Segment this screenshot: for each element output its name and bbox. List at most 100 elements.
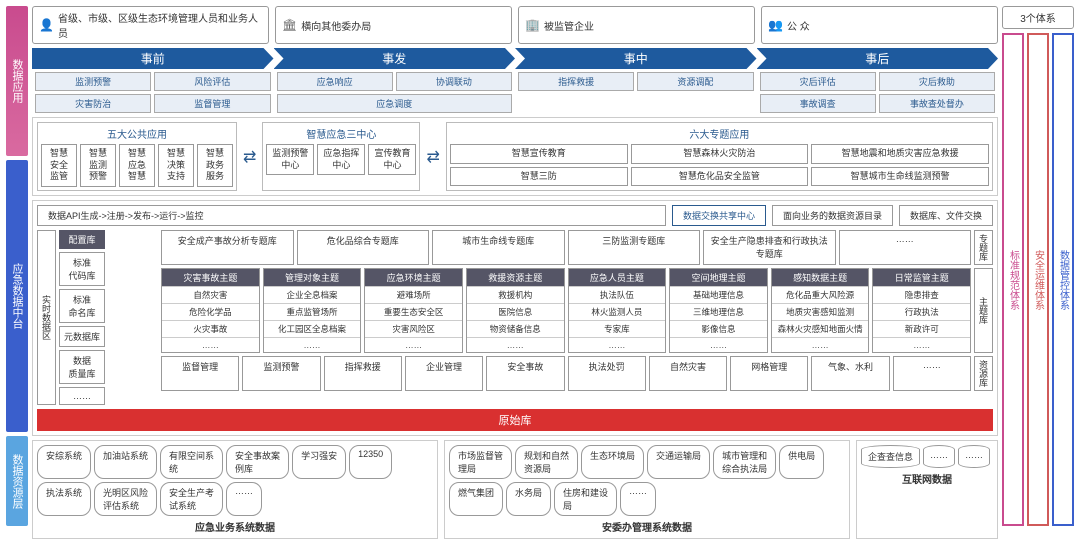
app-item: 应急指挥中心	[317, 144, 365, 175]
source-item: 生态环境局	[581, 445, 644, 479]
source-item: 燃气集团	[449, 482, 503, 516]
theme-item: 火灾事故	[162, 320, 259, 337]
phase-item: 灾害防治	[35, 94, 151, 113]
source-item: 安综系统	[37, 445, 91, 479]
user-icon: 👥	[768, 18, 783, 32]
theme-col: 空间地理主题基础地理信息三维地理信息影像信息……	[669, 268, 768, 353]
system-pillar: 标准规范体系	[1002, 33, 1024, 526]
theme-item: ……	[569, 337, 666, 352]
source-item: 有限空间系统	[160, 445, 223, 479]
source-item: 供电局	[779, 445, 824, 479]
theme-item: ……	[365, 337, 462, 352]
source-group: 企查查信息…………互联网数据	[856, 440, 998, 539]
source-item: 住房和建设局	[554, 482, 617, 516]
phase-item: 事故调查	[760, 94, 876, 113]
app-group-public: 五大公共应用智慧安全监管智慧监测预警智慧应急智慧智慧决策支持智慧政务服务	[37, 122, 237, 191]
app-item: 智慧三防	[450, 167, 628, 187]
theme-col: 感知数据主题危化品重大风险源地质灾害感知监测森林火灾感知地面火情……	[771, 268, 870, 353]
theme-col: 管理对象主题企业全息档案重点监管场所化工园区全息档案……	[263, 268, 362, 353]
theme-dbs: 灾害事故主题自然灾害危险化学品火灾事故……管理对象主题企业全息档案重点监管场所化…	[161, 268, 971, 353]
phase-item: 应急响应	[277, 72, 393, 91]
app-group-centers: 智慧应急三中心监测预警中心应急指挥中心宣传教育中心	[262, 122, 420, 191]
app-item: 智慧地震和地质灾害应急救援	[811, 144, 989, 164]
source-item: 学习强安	[292, 445, 346, 479]
system-pillar: 数据管控体系	[1052, 33, 1074, 526]
theme-col: 救援资源主题救援机构医院信息物资储备信息……	[466, 268, 565, 353]
raw-db-bar: 原始库	[37, 409, 993, 431]
applications-row: 五大公共应用智慧安全监管智慧监测预警智慧应急智慧智慧决策支持智慧政务服务⇄智慧应…	[32, 117, 998, 196]
source-group: 市场监督管理局规划和自然资源局生态环境局交通运输局城市管理和综合执法局供电局燃气…	[444, 440, 850, 539]
theme-col: 应急人员主题执法队伍林火监测人员专家库……	[568, 268, 667, 353]
app-item: 智慧安全监管	[41, 144, 77, 187]
theme-tag: 主题库	[974, 268, 993, 353]
theme-item: 执法队伍	[569, 286, 666, 303]
phase-事发: 事发应急响应协调联动应急调度	[274, 48, 516, 113]
theme-item: 救援机构	[467, 286, 564, 303]
theme-item: ……	[467, 337, 564, 352]
config-db-item: 元数据库	[59, 326, 105, 347]
theme-item: 灾害风险区	[365, 320, 462, 337]
mid-top-row: 数据API生成->注册->发布->运行->监控数据交换共享中心面向业务的数据资源…	[37, 205, 993, 226]
label-data-mid: 应急数据中台	[6, 160, 28, 432]
theme-item: 森林火灾感知地面火情	[772, 320, 869, 337]
label-data-app: 数据应用	[6, 6, 28, 156]
resource-item: 企业管理	[405, 356, 483, 391]
mid-left: 实时数据区 配置库标准代码库标准命名库元数据库数据质量库……	[37, 230, 157, 405]
topic-dbs: 安全成产事故分析专题库危化品综合专题库城市生命线专题库三防监测专题库安全生产隐患…	[161, 230, 971, 265]
user-roles-row: 👤省级、市级、区级生态环境管理人员和业务人员🏛横向其他委办局🏢被监管企业👥公 众	[32, 6, 998, 44]
theme-item: 重要生态安全区	[365, 303, 462, 320]
source-item: ……	[620, 482, 656, 516]
phase-item: 灾后救助	[879, 72, 995, 91]
phase-item: 灾后评估	[760, 72, 876, 91]
topic-db: 危化品综合专题库	[297, 230, 430, 265]
phase-事后: 事后灾后评估灾后救助事故调查事故查处督办	[757, 48, 999, 113]
res-tag: 资源库	[974, 356, 993, 391]
theme-item: ……	[264, 337, 361, 352]
three-systems-label: 3个体系	[1002, 6, 1074, 29]
app-item: 智慧危化品安全监管	[631, 167, 809, 187]
app-item: 智慧城市生命线监测预警	[811, 167, 989, 187]
realtime-tag: 实时数据区	[37, 230, 56, 405]
theme-col: 应急环境主题避难场所重要生态安全区灾害风险区……	[364, 268, 463, 353]
theme-item: 新政许可	[873, 320, 970, 337]
user-role: 👤省级、市级、区级生态环境管理人员和业务人员	[32, 6, 269, 44]
theme-item: 行政执法	[873, 303, 970, 320]
app-item: 智慧宣传教育	[450, 144, 628, 164]
user-role: 👥公 众	[761, 6, 998, 44]
source-item: 规划和自然资源局	[515, 445, 578, 479]
phase-item: 资源调配	[637, 72, 753, 91]
theme-item: 医院信息	[467, 303, 564, 320]
theme-item: 重点监管场所	[264, 303, 361, 320]
topic-db: ……	[839, 230, 972, 265]
theme-item: ……	[772, 337, 869, 352]
phase-item: 监督管理	[154, 94, 270, 113]
arrow-icon: ⇄	[241, 122, 258, 191]
mid-top-item: 数据交换共享中心	[672, 205, 766, 226]
topic-db: 安全成产事故分析专题库	[161, 230, 294, 265]
source-item: ……	[958, 445, 990, 468]
mid-top-item: 数据库、文件交换	[899, 205, 993, 226]
theme-item: 危险化学品	[162, 303, 259, 320]
source-item: 水务局	[506, 482, 551, 516]
phase-item: 监测预警	[35, 72, 151, 91]
app-item: 智慧政务服务	[197, 144, 233, 187]
app-item: 智慧森林火灾防治	[631, 144, 809, 164]
theme-item: 化工园区全息档案	[264, 320, 361, 337]
phase-事前: 事前监测预警风险评估灾害防治监督管理	[32, 48, 274, 113]
phase-row: 事前监测预警风险评估灾害防治监督管理事发应急响应协调联动应急调度事中指挥救援资源…	[32, 48, 998, 113]
theme-item: 影像信息	[670, 320, 767, 337]
config-db-item: 标准命名库	[59, 289, 105, 323]
mid-top-item: 数据API生成->注册->发布->运行->监控	[37, 205, 666, 226]
user-role: 🏢被监管企业	[518, 6, 755, 44]
resource-item: 自然灾害	[649, 356, 727, 391]
phase-item: 风险评估	[154, 72, 270, 91]
theme-item: 专家库	[569, 320, 666, 337]
phase-item: 指挥救援	[518, 72, 634, 91]
resource-item: 网格管理	[730, 356, 808, 391]
data-source-layer: 安综系统加油站系统有限空间系统安全事故案例库学习强安12350执法系统光明区风险…	[32, 440, 998, 539]
topic-db: 安全生产隐患排查和行政执法专题库	[703, 230, 836, 265]
theme-item: 自然灾害	[162, 286, 259, 303]
resource-item: ……	[893, 356, 971, 391]
theme-item: 地质灾害感知监测	[772, 303, 869, 320]
source-item: 执法系统	[37, 482, 91, 516]
